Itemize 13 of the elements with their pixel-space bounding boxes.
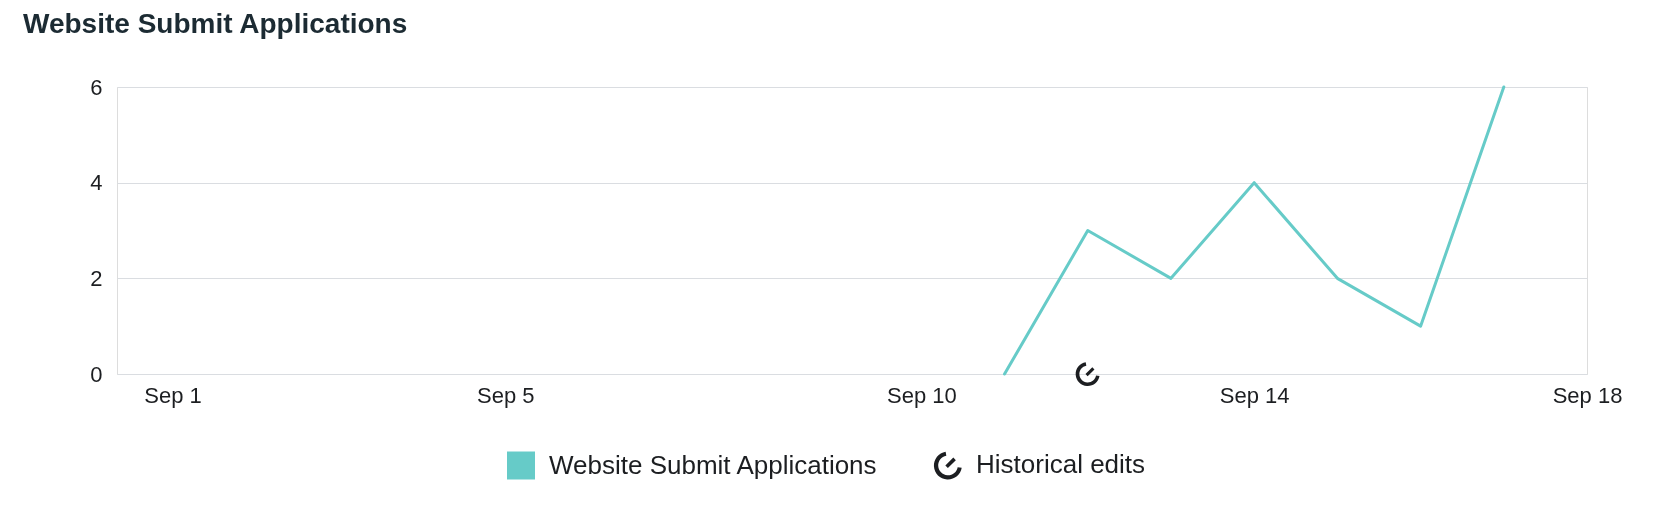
x-tick-label: Sep 5 [477, 382, 535, 408]
legend-label: Historical edits [976, 449, 1146, 480]
y-tick-label: 6 [90, 74, 103, 100]
line-series [1003, 85, 1506, 376]
x-tick-label: Sep 1 [144, 382, 202, 408]
x-tick-label: Sep 14 [1219, 382, 1290, 408]
y-tick-label: 2 [90, 265, 103, 291]
x-tick-label: Sep 18 [1552, 382, 1623, 408]
y-tick-label: 0 [90, 361, 103, 387]
chart-title: Website Submit Applications [23, 8, 408, 39]
legend-label: Website Submit Applications [549, 449, 877, 480]
x-tick-label: Sep 10 [886, 382, 957, 408]
y-tick-label: 4 [90, 170, 103, 196]
